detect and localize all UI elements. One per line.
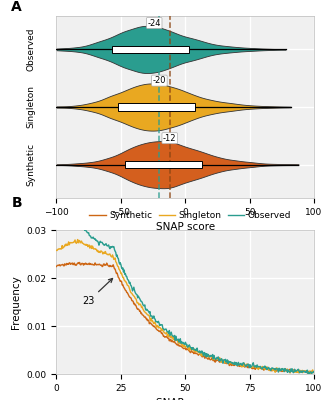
Synthetic [157, 329, 161, 334]
Legend: Synthetic, Singleton, Observed: Synthetic, Singleton, Observed [86, 208, 295, 224]
Observed [69, 214, 72, 219]
Synthetic [241, 364, 245, 368]
Text: -20: -20 [153, 76, 166, 85]
Text: -24: -24 [147, 18, 161, 28]
Observed [242, 361, 246, 366]
Singleton [76, 237, 80, 242]
Text: A: A [11, 0, 22, 14]
Singleton [241, 362, 245, 366]
Synthetic [312, 370, 316, 374]
Line: Synthetic: Synthetic [56, 262, 314, 373]
Observed [54, 225, 58, 230]
Synthetic [306, 371, 309, 376]
Synthetic [86, 262, 90, 267]
Text: B: B [11, 196, 22, 210]
Line: Singleton: Singleton [56, 240, 314, 374]
Text: -12: -12 [163, 134, 176, 143]
Synthetic [139, 311, 143, 316]
Text: 23: 23 [82, 278, 113, 306]
Synthetic [217, 359, 221, 364]
Singleton [217, 358, 221, 362]
Observed [312, 369, 316, 374]
Singleton [54, 248, 58, 253]
Bar [125, 161, 202, 168]
Singleton [312, 370, 316, 375]
Singleton [307, 372, 311, 376]
Bar [118, 103, 195, 111]
Singleton [242, 361, 246, 366]
Synthetic [78, 260, 81, 265]
Singleton [157, 324, 161, 329]
X-axis label: SNAP score: SNAP score [156, 398, 215, 400]
Observed [86, 230, 90, 235]
Synthetic [242, 363, 246, 368]
Observed [217, 358, 221, 363]
Synthetic [54, 264, 58, 269]
Observed [139, 299, 143, 304]
Observed [306, 371, 310, 376]
Observed [157, 320, 161, 325]
Singleton [86, 244, 90, 249]
X-axis label: SNAP score: SNAP score [156, 222, 215, 232]
Bar [112, 46, 189, 53]
Line: Observed: Observed [56, 216, 314, 374]
Singleton [139, 303, 143, 308]
Observed [241, 361, 245, 366]
Y-axis label: Frequency: Frequency [11, 275, 21, 329]
